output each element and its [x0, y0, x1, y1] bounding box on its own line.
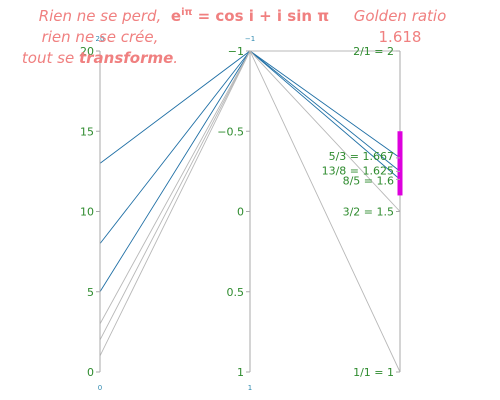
euler-base: e: [171, 7, 181, 25]
middle-tick-label-0: 0: [237, 206, 244, 219]
middle-tick-label--0.5: −0.5: [217, 125, 244, 138]
right-tick-label-1.625: 13/8 = 1.625: [322, 164, 394, 177]
left-tick-label-0: 0: [87, 366, 94, 379]
middle-tick-label-0.5: 0.5: [227, 286, 245, 299]
right-tick-label-1: 1/1 = 1: [353, 366, 394, 379]
right-tick-label-1.667: 5/3 = 1.667: [329, 150, 394, 163]
middle-axis-bottom-end-label: 1: [248, 384, 252, 392]
golden-ratio-value: 1.618: [379, 28, 422, 46]
golden-range-highlight: [397, 131, 403, 196]
euler-identity: eiπ = cos i + i sin π: [171, 7, 329, 25]
left-tick-label-20: 20: [80, 45, 94, 58]
left-tick-label-15: 15: [80, 125, 94, 138]
euler-exponent: iπ: [181, 7, 192, 18]
left-tick-label-10: 10: [80, 206, 94, 219]
euler-rest: = cos i + i sin π: [192, 7, 329, 25]
middle-tick-label-1: 1: [237, 366, 244, 379]
left-axis-top-end-label: 20: [96, 35, 105, 43]
right-tick-label-2: 2/1 = 2: [353, 45, 394, 58]
highlight-layer: [397, 131, 403, 196]
left-tick-label-5: 5: [87, 286, 94, 299]
quote-line-3: tout se transforme.: [22, 49, 178, 67]
quote-line-2: rien ne se crée,: [42, 28, 159, 46]
left-axis-bottom-end-label: 0: [98, 384, 102, 392]
quote-bold-word: transforme: [79, 49, 173, 67]
right-tick-label-1.5: 3/2 = 1.5: [343, 206, 394, 219]
quote-annotation: Rien ne se perd, rien ne se crée, tout s…: [22, 7, 178, 67]
golden-ratio-label: Golden ratio: [354, 7, 447, 25]
right-tick-label-1.6: 8/5 = 1.6: [343, 174, 394, 187]
quote-line-3-start: tout se: [22, 49, 79, 67]
quote-end: .: [173, 49, 178, 67]
middle-axis-top-end-label: −1: [245, 35, 255, 43]
quote-line-1: Rien ne se perd,: [39, 7, 162, 25]
middle-tick-label--1: −1: [228, 45, 244, 58]
